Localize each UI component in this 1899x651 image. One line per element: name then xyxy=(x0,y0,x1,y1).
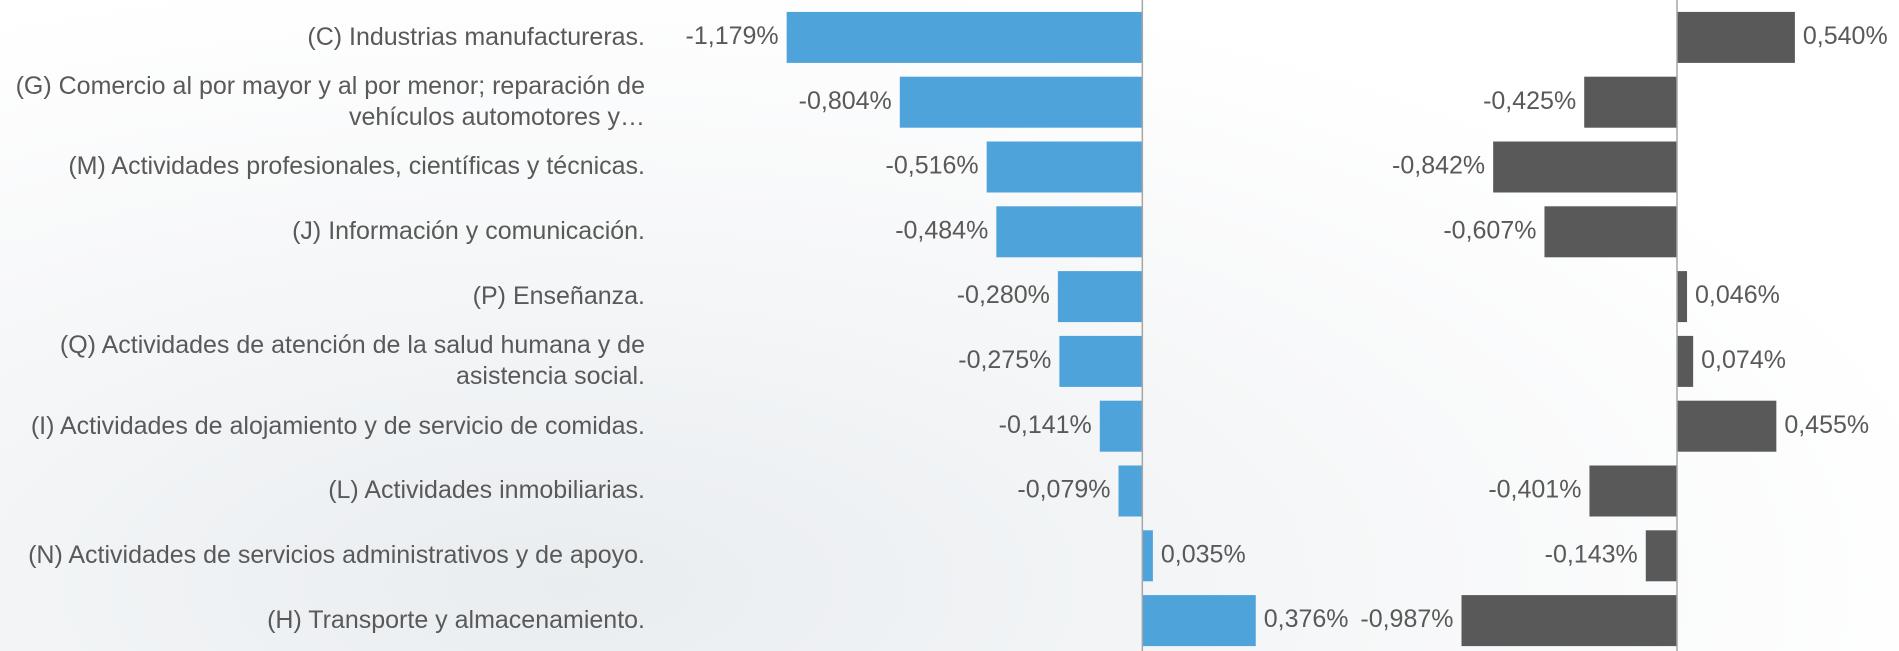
data-label: 0,376% xyxy=(1264,605,1349,633)
category-text: (H) Transporte y almacenamiento. xyxy=(267,606,645,635)
category-text: (J) Información y comunicación. xyxy=(292,217,645,246)
data-label: 0,074% xyxy=(1701,346,1786,374)
data-label: -0,484% xyxy=(895,216,988,244)
category-label: (N) Actividades de servicios administrat… xyxy=(0,523,645,588)
bar xyxy=(786,11,1143,63)
category-text: (G) Comercio al por mayor y al por menor… xyxy=(15,72,645,132)
category-text: (P) Enseñanza. xyxy=(472,282,645,311)
data-label: -0,401% xyxy=(1488,476,1581,504)
category-label: (M) Actividades profesionales, científic… xyxy=(0,135,645,200)
bar xyxy=(1584,76,1677,128)
data-label: -0,987% xyxy=(1360,605,1453,633)
bar xyxy=(1589,465,1677,517)
bar xyxy=(1057,271,1143,323)
data-label: 0,455% xyxy=(1784,411,1869,439)
bar xyxy=(1059,335,1143,387)
bar xyxy=(1493,141,1677,193)
bar xyxy=(1677,335,1694,387)
data-label: 0,540% xyxy=(1803,22,1888,50)
category-label: (L) Actividades inmobiliarias. xyxy=(0,459,645,524)
bar xyxy=(1142,530,1153,582)
category-text: (L) Actividades inmobiliarias. xyxy=(328,476,645,505)
category-label: (J) Información y comunicación. xyxy=(0,199,645,264)
bar xyxy=(1461,595,1677,647)
category-text: (N) Actividades de servicios administrat… xyxy=(28,541,645,570)
data-label: -0,143% xyxy=(1545,540,1638,568)
bar xyxy=(1677,11,1795,63)
data-label: -0,425% xyxy=(1483,87,1576,115)
category-label: (I) Actividades de alojamiento y de serv… xyxy=(0,394,645,459)
bar xyxy=(1544,206,1677,258)
data-label: -0,280% xyxy=(957,281,1050,309)
data-label: -1,179% xyxy=(686,22,779,50)
bar xyxy=(1677,271,1688,323)
category-text: (I) Actividades de alojamiento y de serv… xyxy=(30,411,645,440)
category-label: (G) Comercio al por mayor y al por menor… xyxy=(0,70,645,135)
category-text: (M) Actividades profesionales, científic… xyxy=(68,152,645,181)
bar xyxy=(986,141,1143,193)
bar xyxy=(1142,595,1256,647)
category-text: (C) Industrias manufactureras. xyxy=(307,22,645,51)
data-label: 0,035% xyxy=(1161,540,1246,568)
data-label: -0,516% xyxy=(886,152,979,180)
data-label: -0,079% xyxy=(1017,476,1110,504)
data-label: -0,842% xyxy=(1392,152,1485,180)
bar xyxy=(1677,400,1777,452)
data-label: -0,804% xyxy=(799,87,892,115)
category-text: (Q) Actividades de atención de la salud … xyxy=(59,331,645,391)
category-label: (C) Industrias manufactureras. xyxy=(0,5,645,70)
category-label: (H) Transporte y almacenamiento. xyxy=(0,588,645,651)
bar xyxy=(996,206,1143,258)
bar xyxy=(1118,465,1143,517)
data-label: -0,141% xyxy=(999,411,1092,439)
data-label: 0,046% xyxy=(1695,281,1780,309)
data-label: -0,275% xyxy=(958,346,1051,374)
bar xyxy=(899,76,1143,128)
data-label: -0,607% xyxy=(1443,216,1536,244)
bar xyxy=(1645,530,1677,582)
category-label: (Q) Actividades de atención de la salud … xyxy=(0,329,645,394)
bar xyxy=(1099,400,1143,452)
category-label: (P) Enseñanza. xyxy=(0,264,645,329)
